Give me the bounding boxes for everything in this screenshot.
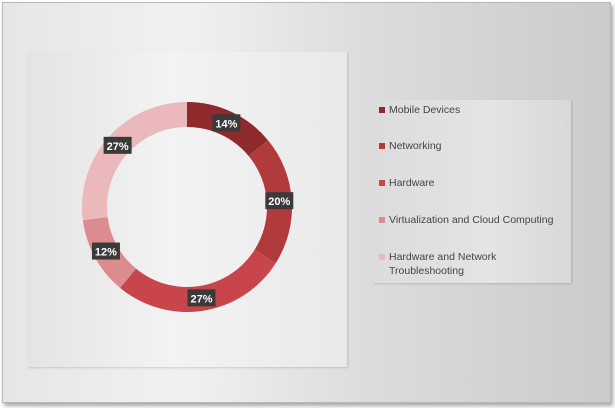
legend-label: Hardware bbox=[389, 177, 435, 189]
legend-swatch bbox=[379, 180, 385, 186]
data-label-box bbox=[91, 242, 120, 260]
data-label: 12% bbox=[91, 242, 120, 260]
legend-label: Virtualization and Cloud Computing bbox=[389, 214, 554, 226]
data-label: 27% bbox=[187, 289, 216, 307]
legend-swatch bbox=[379, 217, 385, 223]
donut-slice bbox=[120, 249, 276, 312]
data-label-text: 12% bbox=[95, 247, 117, 259]
donut-slice bbox=[82, 102, 187, 221]
data-label-box bbox=[187, 289, 216, 307]
legend-label: Mobile Devices bbox=[389, 104, 461, 116]
data-label-box bbox=[103, 136, 132, 154]
data-label-text: 14% bbox=[215, 118, 237, 130]
chart-frame: 14% 20% 27% 12% 27% Mobile Devices Networking… bbox=[2, 2, 611, 403]
legend-swatch bbox=[379, 254, 385, 260]
data-label: 27% bbox=[103, 136, 132, 154]
data-label-text: 27% bbox=[107, 141, 129, 153]
data-label: 14% bbox=[212, 114, 241, 132]
legend-item: Hardware and Network Troubleshooting bbox=[379, 250, 567, 278]
legend-swatch bbox=[379, 143, 385, 149]
donut-chart: 14% 20% 27% 12% 27% bbox=[82, 102, 294, 312]
plot-area: 14% 20% 27% 12% 27% bbox=[27, 52, 347, 367]
legend-item: Networking bbox=[379, 139, 567, 153]
legend-swatch bbox=[379, 107, 385, 113]
data-label-text: 27% bbox=[190, 293, 212, 305]
legend-label: Hardware and Network Troubleshooting bbox=[389, 251, 497, 277]
legend: Mobile Devices Networking Hardware Virtuali… bbox=[373, 100, 571, 283]
data-label-text: 20% bbox=[268, 196, 290, 208]
data-label-box bbox=[212, 114, 241, 132]
data-label-box bbox=[265, 192, 294, 210]
legend-item: Hardware bbox=[379, 176, 567, 190]
legend-label: Networking bbox=[389, 140, 442, 152]
legend-item: Mobile Devices bbox=[379, 103, 567, 117]
legend-item: Virtualization and Cloud Computing bbox=[379, 213, 567, 227]
data-label: 20% bbox=[265, 192, 294, 210]
